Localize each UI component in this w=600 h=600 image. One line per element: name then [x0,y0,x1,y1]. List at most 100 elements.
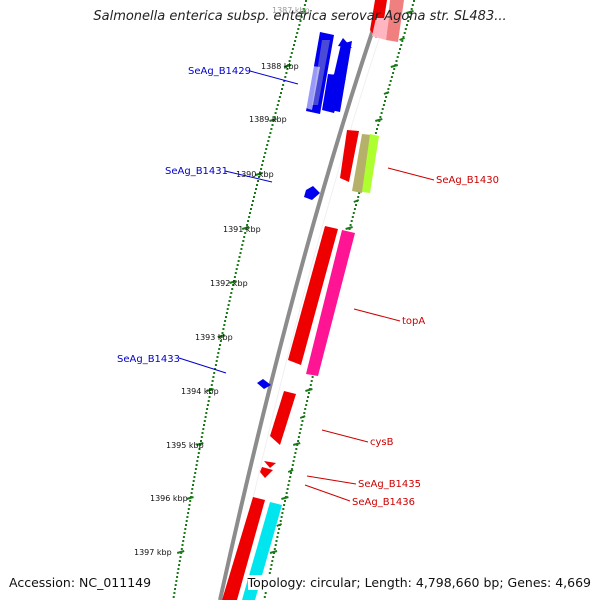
ruler-label-1393: 1393 kbp [195,333,233,342]
inner-ring-dot [252,200,254,202]
outer-ring-dot [269,568,272,570]
inner-ring-dot [176,576,179,578]
outer-ring-dot [381,108,384,110]
inner-ring-dot [290,52,293,54]
outer-ring-dot [350,220,353,222]
outer-ring-dot [297,440,300,442]
inner-ring-dot [172,596,175,598]
inner-ring-dot [227,304,230,306]
inner-ring-dot [182,540,185,542]
inner-ring-dot [209,392,212,394]
inner-ring-dot [277,100,280,102]
inner-ring-dot [215,360,218,362]
outer-ring-dot [399,48,401,50]
inner-ring-dot [251,204,253,206]
gene-topA-red[interactable] [288,226,338,365]
inner-ring-dot [178,560,181,562]
outer-ring-dot [277,532,280,534]
outer-ring-dot [410,8,413,10]
outer-ruler-tick [406,10,414,14]
inner-ring-dot [179,556,182,558]
inner-ring-dot [202,428,205,430]
gene-top-partial[interactable] [370,0,404,42]
inner-ring-dot [224,320,227,322]
gene-label-cysB[interactable]: cysB [370,437,394,448]
outer-ring-dot [287,484,290,486]
gene-topA-pink[interactable] [306,230,355,376]
inner-ruler-tick [176,550,185,554]
inner-ring-dot [219,340,222,342]
gene-label-b1430[interactable]: SeAg_B1430 [436,175,499,186]
gene-cluster-b1430[interactable] [340,130,379,193]
inner-ring-dot [271,124,274,126]
outer-ring-dot [357,196,360,198]
outer-ring-dot [292,460,295,462]
outer-ring-dot [404,28,407,30]
gene-label-b1436[interactable]: SeAg_B1436 [352,497,415,508]
inner-ring-dot [230,292,233,294]
outer-ring-dot [282,508,285,510]
inner-ring-dot [261,164,264,166]
outer-ring-dot [289,476,292,478]
inner-ring-dot [198,448,201,450]
gene-label-b1435[interactable]: SeAg_B1435 [358,479,421,490]
inner-ring-dot [264,152,267,154]
inner-ruler-tick [269,118,277,122]
inner-ring-dot [185,524,187,526]
inner-ring-dot [177,568,180,570]
inner-ring-dot [302,8,305,10]
outer-ring-dot [388,84,391,86]
inner-ring-dot [231,288,234,290]
inner-ring-dot [255,188,257,190]
inner-ring-dot [283,80,286,82]
inner-ring-dot [187,512,190,514]
inner-ring-dot [196,460,199,462]
gene-label-topA[interactable]: topA [402,316,425,327]
inner-ring-dot [241,244,244,246]
inner-ring-dot [187,508,190,510]
inner-ring-dot [225,316,227,318]
gene-b1436[interactable] [260,467,273,478]
gene-label-b1433[interactable]: SeAg_B1433 [117,354,180,365]
forward-gene-b1433[interactable] [257,379,271,389]
inner-ring-dot [269,132,272,134]
gene-cysB[interactable] [270,391,296,445]
inner-ring-dot [303,4,306,6]
gene-label-b1429[interactable]: SeAg_B1429 [188,66,251,77]
inner-ring-dot [286,68,289,70]
ruler-label-1392: 1392 kbp [210,279,248,288]
inner-ring-dot [223,324,226,326]
outer-ring-dot [291,464,294,466]
outer-ruler-tick [292,442,301,446]
inner-ring-dot [246,224,249,226]
inner-ring-dot [240,248,243,250]
ruler-label-1388: 1388 kbp [261,62,299,71]
gene-b1435[interactable] [264,461,276,468]
inner-ring-dot [221,332,224,334]
outer-ring-dot [294,452,297,454]
inner-ring-dot [176,572,179,574]
inner-ring-dot [174,584,177,586]
inner-ring-dot [253,196,255,198]
inner-ring-dot [178,564,181,566]
outer-ring-dot [268,572,271,574]
ruler-label-1396: 1396 kbp [150,494,188,503]
forward-gene-cluster-b1429[interactable] [306,32,352,114]
gene-label-b1431[interactable]: SeAg_B1431 [165,166,228,177]
inner-ring-dot [280,92,282,94]
inner-ruler-tick [206,388,214,392]
inner-ring-dot [238,256,241,258]
outer-ring-dot [263,596,266,598]
outer-ring-dot [286,488,289,490]
outer-ring-dot [305,404,308,406]
forward-gene-b1431[interactable] [304,186,320,200]
inner-ring-dot [197,452,200,454]
inner-ring-dot [266,144,269,146]
inner-ring-dot [208,396,211,398]
inner-ring-dot [281,88,283,90]
outer-ring-dot [309,384,312,386]
inner-ring-dot [190,492,193,494]
inner-ring-dot [216,356,219,358]
outer-ring-dot [295,448,298,450]
